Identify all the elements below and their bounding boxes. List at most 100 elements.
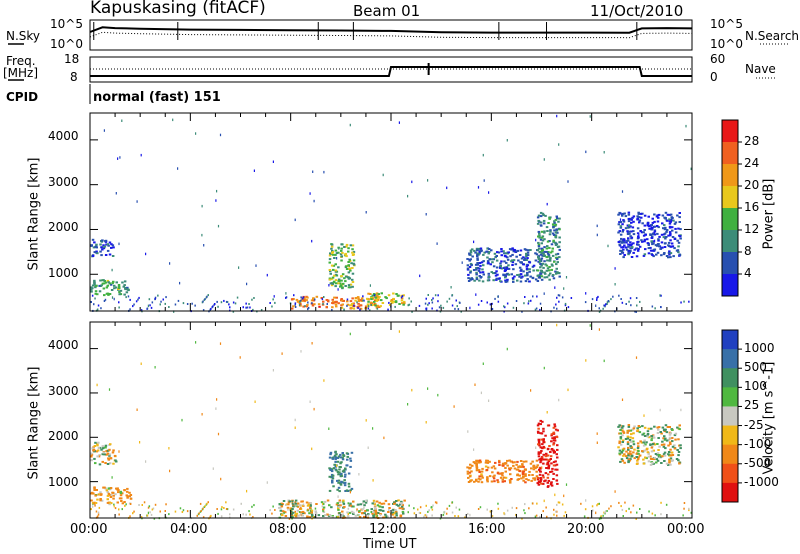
velocity-cell (502, 464, 505, 467)
power-cell (595, 304, 597, 307)
power-cell (532, 295, 534, 298)
power-cell (652, 240, 655, 243)
velocity-cell (595, 511, 597, 515)
power-cell (663, 228, 667, 231)
velocity-cell (628, 507, 630, 510)
power-cell (321, 298, 324, 301)
power-cell (232, 310, 235, 313)
power-cell (123, 280, 127, 283)
power-cell (96, 252, 99, 255)
power-cell (471, 255, 474, 258)
power-cell (329, 282, 333, 285)
power-cell (285, 296, 288, 299)
power-cell (557, 220, 560, 223)
velocity-cell (425, 514, 428, 517)
velocity-cell (330, 506, 333, 509)
velocity-cell (304, 512, 306, 515)
velocity-cell (530, 389, 532, 392)
power-cell (553, 306, 555, 309)
power-cell (539, 273, 542, 276)
power-colorbar-label-tick: 20 (744, 178, 760, 192)
power-cell (652, 242, 655, 245)
velocity-cell (431, 508, 434, 511)
power-cell (624, 246, 628, 249)
power-cell (649, 233, 652, 236)
velocity-cell (624, 501, 626, 504)
velocity-cell (556, 444, 559, 447)
velocity-cell (286, 506, 290, 509)
power-cell (624, 215, 628, 218)
velocity-colorbar-label-tick: 100 (744, 379, 767, 394)
power-cell (596, 297, 598, 300)
velocity-cell (555, 474, 559, 477)
power-cell (246, 282, 248, 286)
velocity-cell (96, 498, 99, 501)
power-cell (349, 304, 352, 307)
velocity-cell (530, 479, 533, 482)
velocity-cell (504, 467, 507, 469)
power-cell (344, 252, 348, 255)
power-cell (330, 245, 334, 248)
power-cell (502, 250, 505, 253)
power-cell (526, 264, 530, 267)
velocity-cell (498, 472, 501, 475)
velocity-cell (479, 506, 482, 509)
velocity-cell (372, 479, 374, 482)
velocity-cell (475, 467, 479, 470)
power-cell (627, 211, 631, 214)
power-cell (365, 211, 367, 214)
velocity-cell (619, 429, 622, 431)
velocity-cell (622, 431, 626, 434)
velocity-cell (300, 511, 303, 514)
power-cell (644, 248, 647, 251)
power-cell (506, 302, 509, 305)
power-cell (567, 180, 569, 183)
velocity-cell (338, 490, 341, 493)
velocity-cell (657, 428, 660, 431)
velocity-cell (539, 432, 542, 435)
power-cell (630, 230, 633, 233)
velocity-cell (334, 465, 337, 468)
power-ytick: 1000 (48, 266, 79, 280)
velocity-cell (168, 447, 170, 450)
power-cell (330, 247, 333, 250)
velocity-cell (660, 513, 662, 516)
velocity-cell (372, 499, 376, 502)
power-cell (105, 292, 109, 295)
velocity-cell (382, 502, 386, 505)
power-cell (94, 297, 96, 300)
power-cell (546, 245, 549, 248)
power-cell (351, 285, 354, 288)
power-cell (374, 304, 377, 307)
power-cell (446, 186, 448, 190)
power-cell (146, 307, 149, 310)
nave-tick-bottom: 0 (710, 70, 718, 84)
power-cell (632, 220, 635, 223)
velocity-cell (626, 435, 630, 438)
velocity-cell (479, 460, 482, 463)
power-cell (673, 247, 676, 250)
power-cell (359, 299, 363, 302)
velocity-cell (442, 513, 445, 516)
velocity-cell (376, 514, 379, 517)
velocity-cell (164, 510, 166, 512)
power-cell (394, 305, 396, 308)
power-cell (669, 219, 673, 221)
power-cell (474, 263, 478, 266)
velocity-cell (618, 440, 621, 443)
power-cell (551, 250, 554, 253)
velocity-cell (331, 477, 335, 480)
velocity-cell (120, 500, 123, 502)
velocity-cell (552, 472, 555, 475)
power-cell (133, 303, 135, 306)
power-cell (96, 308, 99, 311)
power-colorbar-swatch (722, 230, 738, 253)
velocity-cell (657, 437, 660, 439)
velocity-bg (90, 322, 692, 518)
power-cell (657, 226, 660, 229)
velocity-cell (96, 449, 100, 452)
velocity-cell (314, 507, 317, 510)
velocity-cell (401, 507, 404, 510)
velocity-cell (625, 457, 629, 460)
velocity-cell (141, 516, 143, 519)
